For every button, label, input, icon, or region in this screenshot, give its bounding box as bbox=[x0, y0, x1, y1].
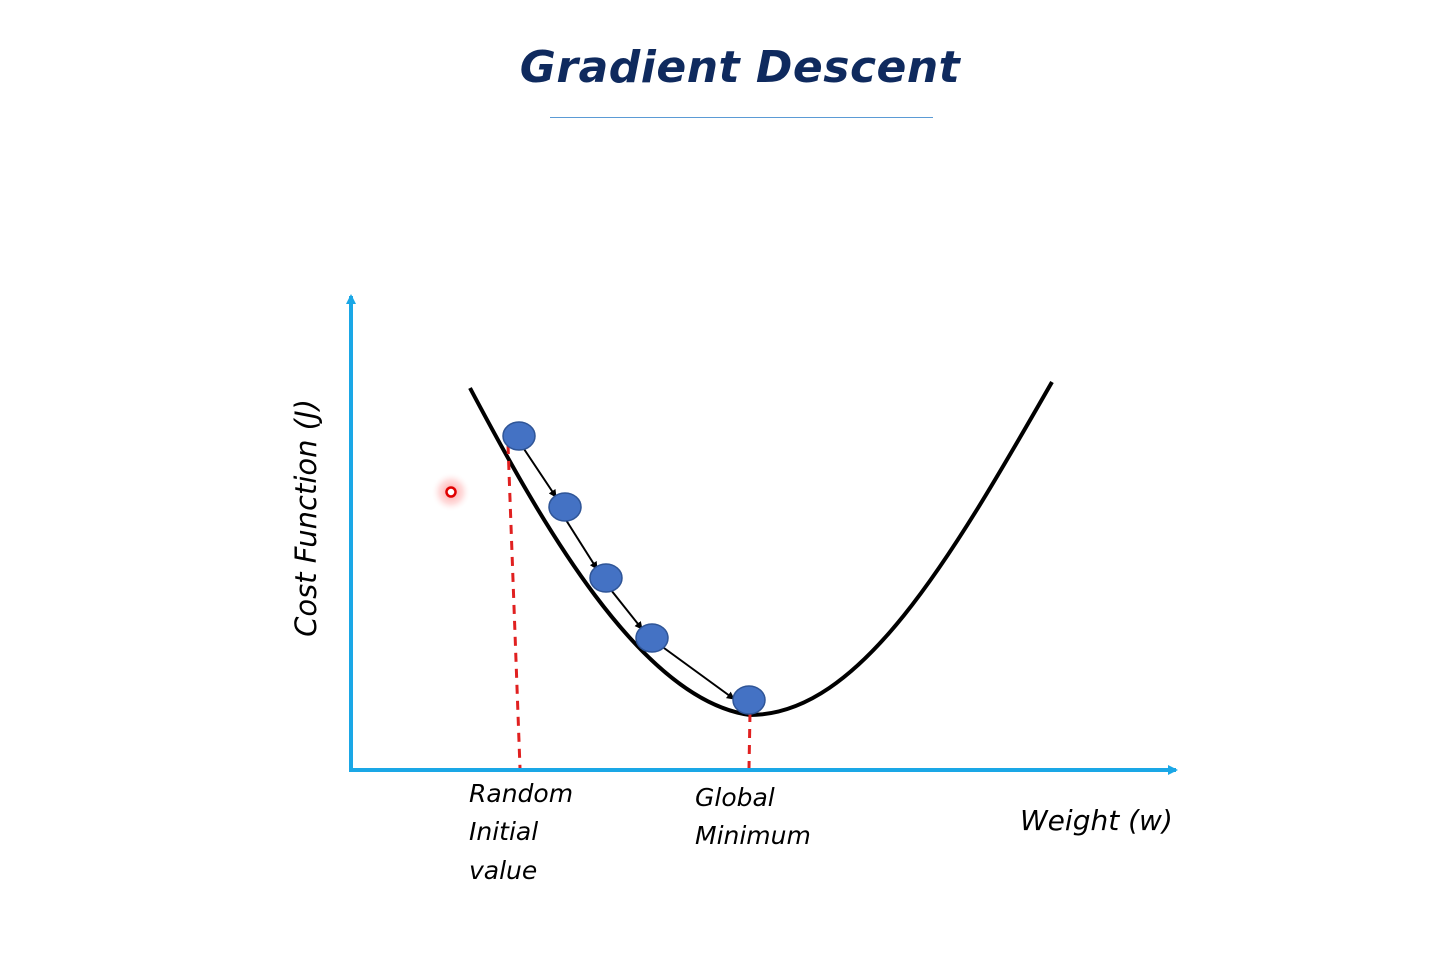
step-point bbox=[635, 623, 669, 653]
start-label-line-2: Initial bbox=[469, 817, 538, 846]
cost-curve bbox=[468, 381, 1054, 718]
step-arrow bbox=[663, 647, 735, 700]
step-arrow bbox=[523, 448, 557, 498]
x-axis-label: Weight (w) bbox=[1020, 804, 1173, 837]
global-minimum-guide-line bbox=[747, 712, 752, 769]
diagram-title: Gradient Descent bbox=[519, 42, 961, 93]
minimum-label-line-2: Minimum bbox=[695, 821, 811, 850]
step-point bbox=[502, 421, 536, 451]
start-label-line-1: Random bbox=[469, 779, 573, 808]
step-arrow bbox=[610, 589, 643, 630]
cursor-dot bbox=[445, 486, 457, 498]
minimum-label-line-1: Global bbox=[695, 783, 775, 812]
step-arrow bbox=[565, 519, 598, 570]
start-label-line-3: value bbox=[469, 856, 537, 885]
title-underline bbox=[550, 117, 933, 118]
initial-value-guide-line bbox=[506, 444, 522, 769]
step-point-minimum bbox=[732, 685, 766, 715]
step-point bbox=[589, 563, 623, 593]
step-point bbox=[548, 492, 582, 522]
y-axis-label: Cost Function (J) bbox=[289, 399, 323, 637]
